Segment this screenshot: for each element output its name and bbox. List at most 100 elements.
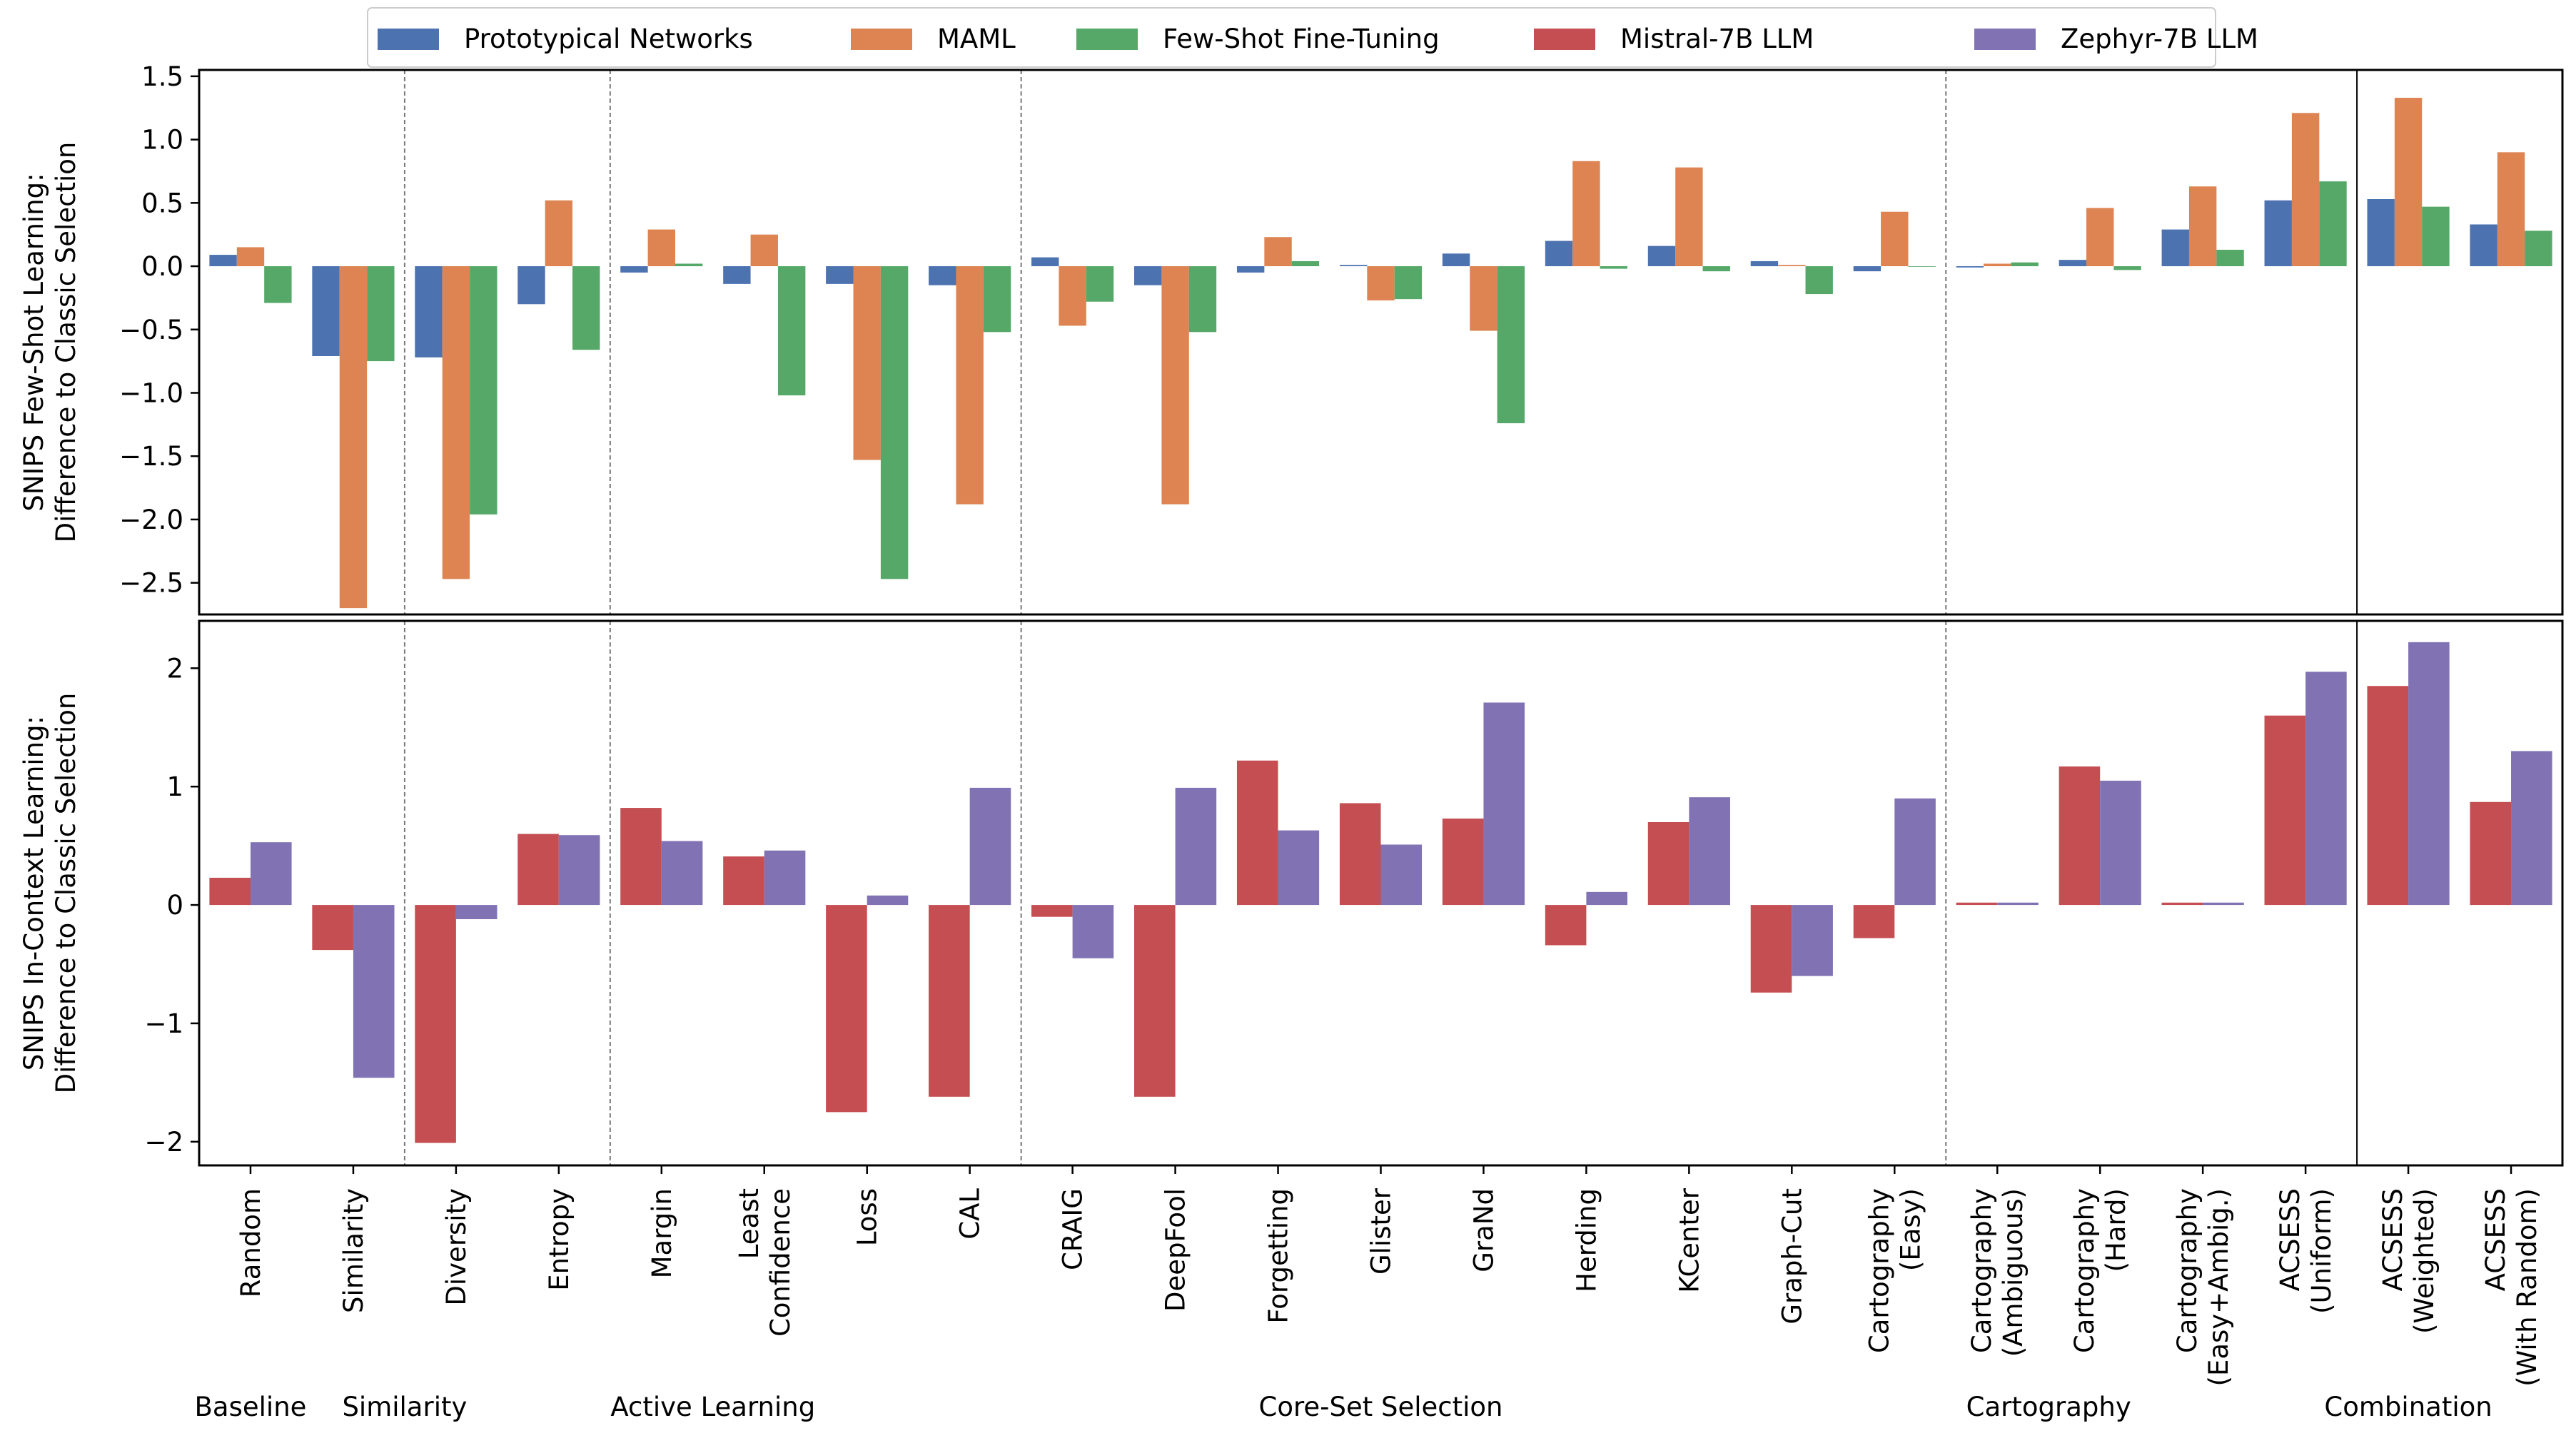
x-tick-labels: Random Similarity Diversity Entropy Margin Le… [236, 1188, 2542, 1387]
few-shot-y-tick-label-3: −1.0 [119, 378, 183, 408]
in-context-bar-0-19 [2161, 902, 2203, 906]
in-context-bar-0-21 [2367, 686, 2409, 906]
few-shot-bar-1-16 [1881, 211, 1909, 267]
x-tick-label-7-line-0: CAL [955, 1188, 986, 1240]
in-context-bar-0-0 [209, 877, 251, 906]
few-shot-bar-0-8 [1031, 257, 1059, 267]
legend-swatch-2 [1076, 29, 1138, 50]
few-shot-panel: −2.5 −2.0 −1.5 −1.0 −0.5 0.0 0.5 1.0 1.5 [119, 61, 2564, 616]
few-shot-bar-1-2 [442, 266, 470, 579]
legend-swatch-0 [378, 29, 439, 50]
few-shot-bar-2-5 [777, 266, 806, 396]
legend-label-3: Mistral-7B LLM [1620, 24, 1814, 54]
x-tick-label-5-line-1: Confidence [765, 1188, 796, 1337]
few-shot-bar-1-11 [1367, 266, 1395, 300]
few-shot-bar-0-5 [723, 266, 751, 284]
x-tick-label-19-line-1: (Easy+Ambig.) [2203, 1188, 2234, 1386]
x-tick-label-9-line-0: DeepFool [1161, 1188, 1191, 1312]
x-tick-label-11-line-0: Glister [1366, 1188, 1397, 1275]
x-tick-label-18-line-1: (Hard) [2101, 1188, 2131, 1272]
few-shot-bar-2-19 [2216, 249, 2244, 267]
few-shot-bar-0-1 [312, 266, 340, 357]
few-shot-y-axis-label-line-1: Difference to Classic Selection [51, 142, 81, 543]
few-shot-bar-1-7 [956, 266, 984, 505]
legend-swatch-3 [1534, 29, 1595, 50]
x-tick-label-13-line-0: Herding [1571, 1188, 1602, 1292]
legend: Prototypical Networks MAML Few-Shot Fine-T… [367, 7, 2258, 68]
in-context-y-axis-label-line-1: Difference to Classic Selection [51, 693, 81, 1094]
group-label-0: Baseline [195, 1392, 307, 1422]
legend-swatch-4 [1974, 29, 2036, 50]
x-tick-label-14-line-0: KCenter [1674, 1188, 1704, 1293]
in-context-bar-1-14 [1689, 797, 1730, 906]
group-label-4: Cartography [1966, 1392, 2131, 1422]
in-context-bar-0-5 [723, 856, 764, 906]
x-tick-label-4-line-0: Margin [647, 1188, 677, 1278]
few-shot-bar-2-8 [1086, 266, 1114, 302]
in-context-bar-1-11 [1380, 844, 1423, 906]
few-shot-bar-0-9 [1134, 266, 1162, 285]
in-context-bar-0-1 [312, 905, 353, 951]
few-shot-bar-2-20 [2319, 181, 2347, 267]
x-tick-label-16-line-1: (Easy) [1895, 1188, 1926, 1271]
few-shot-bar-2-0 [264, 266, 292, 303]
group-label-3: Core-Set Selection [1258, 1392, 1502, 1422]
in-context-bar-1-7 [969, 787, 1011, 906]
few-shot-bar-2-11 [1394, 266, 1423, 300]
group-label-1: Similarity [342, 1392, 467, 1422]
few-shot-y-tick-label-7: 1.0 [141, 125, 183, 156]
few-shot-bar-2-14 [1702, 266, 1730, 272]
in-context-bar-0-18 [2059, 766, 2101, 906]
few-shot-bar-0-15 [1750, 260, 1779, 267]
in-context-bar-1-2 [455, 905, 497, 919]
x-tick-label-21-line-1: (Weighted) [2409, 1188, 2440, 1334]
legend-label-4: Zephyr-7B LLM [2061, 24, 2258, 54]
x-tick-label-3-line-0: Entropy [544, 1188, 575, 1291]
in-context-bar-1-4 [661, 841, 703, 906]
in-context-bar-0-20 [2264, 715, 2306, 906]
few-shot-bar-1-9 [1161, 266, 1189, 505]
few-shot-bar-2-4 [675, 263, 703, 267]
few-shot-bar-1-4 [647, 229, 675, 267]
in-context-bar-0-22 [2470, 801, 2512, 906]
few-shot-bar-1-13 [1572, 161, 1600, 267]
in-context-bar-1-20 [2305, 672, 2347, 906]
few-shot-bar-2-18 [2113, 266, 2141, 270]
few-shot-bar-0-6 [826, 266, 854, 284]
few-shot-y-tick-label-2: −1.5 [119, 441, 183, 472]
in-context-y-tick-label-3: 1 [166, 771, 183, 802]
few-shot-y-tick-label-6: 0.5 [141, 188, 183, 218]
x-tick-label-0-line-0: Random [236, 1188, 266, 1297]
few-shot-bar-2-17 [2011, 262, 2039, 267]
few-shot-bar-1-1 [339, 266, 368, 609]
few-shot-bar-0-22 [2470, 224, 2497, 267]
few-shot-bar-0-14 [1647, 245, 1676, 267]
in-context-y-tick-label-0: −2 [144, 1127, 183, 1158]
group-label-2: Active Learning [610, 1392, 815, 1422]
in-context-bar-1-17 [1997, 902, 2039, 906]
few-shot-bar-1-15 [1778, 265, 1806, 267]
few-shot-y-tick-label-0: −2.5 [119, 568, 183, 599]
x-tick-label-21-line-0: ACSESS [2378, 1188, 2408, 1291]
few-shot-bar-0-3 [517, 266, 545, 305]
few-shot-bar-0-0 [209, 255, 237, 267]
in-context-bar-1-19 [2203, 902, 2244, 906]
in-context-bar-0-3 [517, 834, 559, 906]
few-shot-bar-2-21 [2422, 206, 2450, 267]
few-shot-bar-0-2 [415, 266, 443, 358]
in-context-bar-1-16 [1894, 798, 1936, 906]
few-shot-bar-1-3 [545, 200, 573, 267]
few-shot-bar-0-11 [1339, 265, 1368, 267]
few-shot-bar-2-1 [367, 266, 395, 362]
few-shot-bar-2-16 [1908, 266, 1936, 267]
few-shot-bar-1-17 [1984, 263, 2011, 267]
few-shot-bar-0-7 [929, 266, 956, 285]
in-context-bar-1-1 [353, 905, 395, 1078]
few-shot-bar-1-19 [2188, 186, 2217, 267]
few-shot-plot-frame [198, 69, 2564, 616]
x-tick-label-17-line-0: Cartography [1966, 1188, 1997, 1353]
x-tick-label-17-line-1: (Ambiguous) [1998, 1188, 2029, 1357]
legend-label-1: MAML [937, 24, 1016, 54]
in-context-bar-0-10 [1236, 760, 1278, 906]
